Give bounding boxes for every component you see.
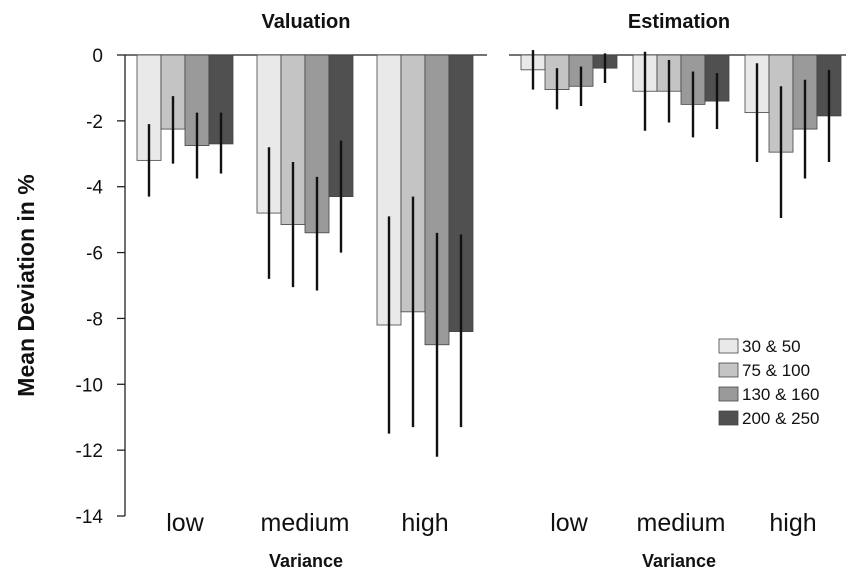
legend-swatch	[718, 362, 739, 378]
x-axis-title: Variance	[642, 551, 716, 571]
category-label: high	[769, 509, 816, 537]
legend-swatch	[718, 338, 739, 354]
legend-label: 130 & 160	[742, 385, 820, 404]
category-label: low	[550, 509, 588, 537]
category-label: high	[401, 509, 448, 537]
x-axis-title: Variance	[269, 551, 343, 571]
y-tick-label: -14	[76, 507, 104, 528]
category-label: medium	[637, 509, 726, 537]
y-tick-label: -6	[86, 244, 103, 265]
y-tick-label: -4	[86, 178, 103, 199]
y-tick-label: -2	[86, 112, 103, 133]
legend-swatch	[718, 410, 739, 426]
bar	[448, 54, 474, 333]
panel-title: Estimation	[628, 11, 730, 33]
y-tick-label: -8	[86, 309, 103, 330]
y-tick-label: 0	[92, 46, 103, 67]
legend-label: 200 & 250	[742, 409, 820, 428]
y-axis-title: Mean Deviation in %	[13, 174, 39, 396]
legend-label: 30 & 50	[742, 337, 801, 356]
panel-title: Valuation	[262, 11, 351, 33]
legend-label: 75 & 100	[742, 361, 810, 380]
legend-swatch	[718, 386, 739, 402]
y-tick-label: -10	[76, 375, 103, 396]
category-label: low	[166, 509, 204, 537]
category-label: medium	[261, 509, 350, 537]
y-tick-label: -12	[76, 441, 103, 462]
